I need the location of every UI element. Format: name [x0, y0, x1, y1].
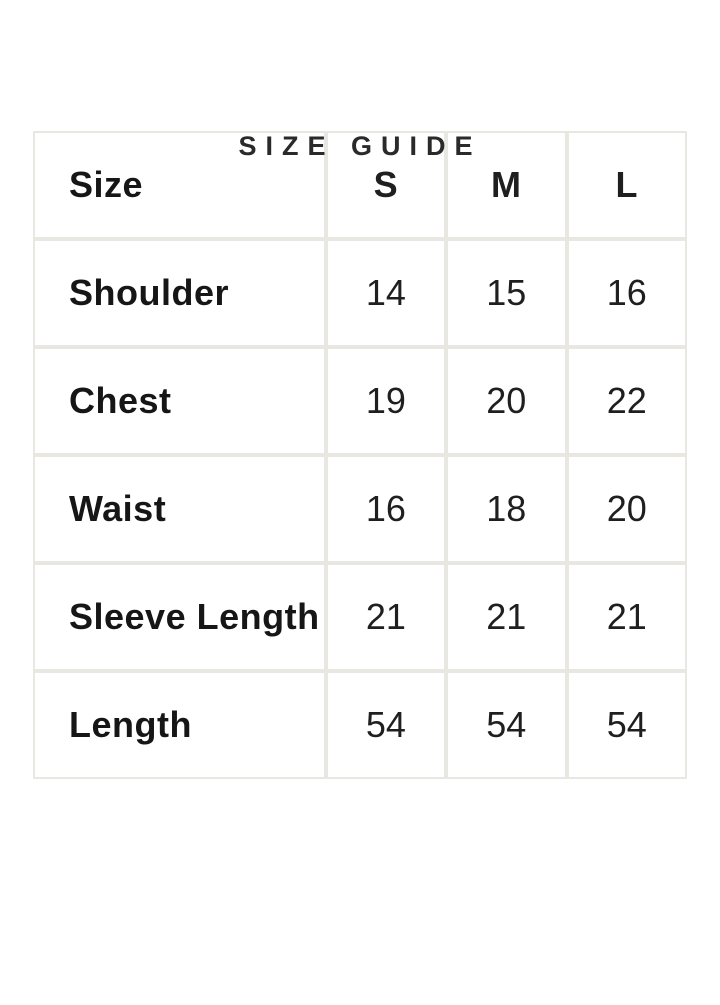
cell-value-m: 21 [446, 563, 567, 671]
table-header-row: Size S M L [33, 131, 687, 239]
table-row-chest: Chest 19 20 22 [33, 347, 687, 455]
cell-value-l: 20 [566, 455, 687, 563]
cell-value-m: 15 [446, 239, 567, 347]
cell-value-m: 54 [446, 671, 567, 779]
cell-value-m: 20 [446, 347, 567, 455]
cell-value-s: 16 [325, 455, 447, 563]
cell-value-l: 54 [566, 671, 687, 779]
cell-value-s: 54 [325, 671, 447, 779]
table-row-waist: Waist 16 18 20 [33, 455, 687, 563]
row-label: Waist [33, 455, 326, 563]
table-row-length: Length 54 54 54 [33, 671, 687, 779]
row-label: Shoulder [33, 239, 326, 347]
header-label-size: Size [33, 131, 326, 239]
cell-value-l: 22 [566, 347, 687, 455]
cell-value-s: 19 [325, 347, 447, 455]
cell-value-l: 21 [566, 563, 687, 671]
cell-value-s: 14 [325, 239, 447, 347]
size-guide-table: Size S M L Shoulder 14 15 16 Chest 19 20… [33, 131, 687, 779]
page-title: SIZE GUIDE [238, 131, 482, 161]
row-label: Length [33, 671, 326, 779]
table-row-shoulder: Shoulder 14 15 16 [33, 239, 687, 347]
row-label: Chest [33, 347, 326, 455]
column-header-s: S [325, 131, 447, 239]
table-row-sleeve-length: Sleeve Length 21 21 21 [33, 563, 687, 671]
row-label: Sleeve Length [33, 563, 326, 671]
cell-value-m: 18 [446, 455, 567, 563]
column-header-m: M [446, 131, 567, 239]
cell-value-s: 21 [325, 563, 447, 671]
cell-value-l: 16 [566, 239, 687, 347]
column-header-l: L [566, 131, 687, 239]
